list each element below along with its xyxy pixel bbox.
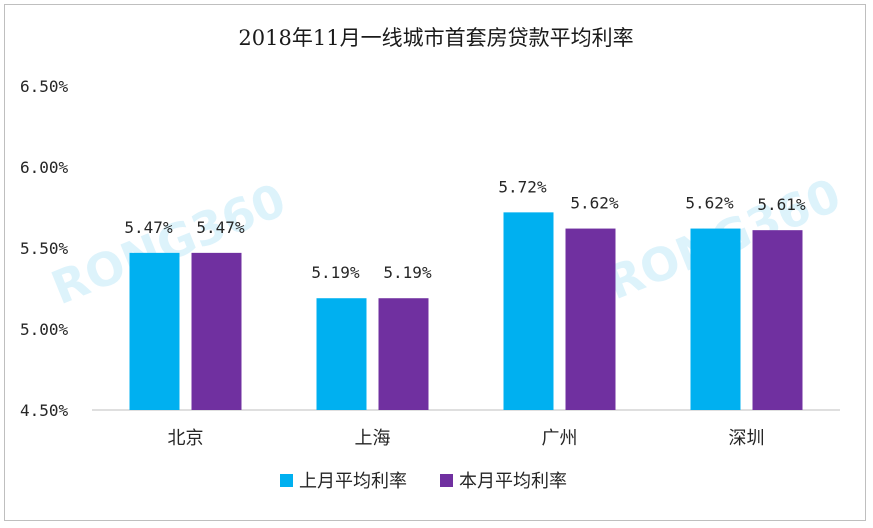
data-label: 5.72% xyxy=(498,177,547,196)
data-label: 5.62% xyxy=(570,194,619,213)
y-tick-label: 6.00% xyxy=(20,158,69,177)
data-label: 5.47% xyxy=(196,218,245,237)
bar-this-month xyxy=(378,298,429,410)
data-label: 5.47% xyxy=(124,218,173,237)
chart-title: 2018年11月一线城市首套房贷款平均利率 xyxy=(238,26,633,50)
bar-last-month xyxy=(129,252,180,410)
legend-swatch xyxy=(280,474,293,487)
x-axis-ticks: 北京 上海 广州 深圳 xyxy=(168,428,765,449)
bar-this-month xyxy=(191,252,242,410)
y-tick-label: 5.00% xyxy=(20,320,69,339)
bar-this-month xyxy=(565,228,616,410)
legend-label: 上月平均利率 xyxy=(299,471,407,492)
y-axis: 4.50% 5.00% 5.50% 6.00% 6.50% xyxy=(20,77,69,420)
data-label: 5.19% xyxy=(383,263,432,282)
y-tick-label: 4.50% xyxy=(20,401,69,420)
bar-last-month xyxy=(690,228,741,410)
data-labels-group: 5.47% 5.47% 5.19% 5.19% 5.72% 5.62% 5.62% 5.61% xyxy=(124,177,806,282)
data-label: 5.19% xyxy=(311,263,360,282)
bars-group xyxy=(129,212,803,410)
x-tick-label: 深圳 xyxy=(729,428,765,449)
x-tick-label: 北京 xyxy=(168,428,204,449)
legend-swatch xyxy=(440,474,453,487)
bar-last-month xyxy=(316,298,367,410)
bar-last-month xyxy=(503,212,554,410)
data-label: 5.61% xyxy=(757,195,806,214)
x-tick-label: 广州 xyxy=(542,428,578,449)
legend: 上月平均利率 本月平均利率 xyxy=(280,471,567,492)
legend-label: 本月平均利率 xyxy=(459,471,567,492)
data-label: 5.62% xyxy=(685,194,734,213)
x-tick-label: 上海 xyxy=(355,428,391,449)
bar-this-month xyxy=(752,230,803,410)
y-tick-label: 6.50% xyxy=(20,77,69,96)
y-tick-label: 5.50% xyxy=(20,239,69,258)
